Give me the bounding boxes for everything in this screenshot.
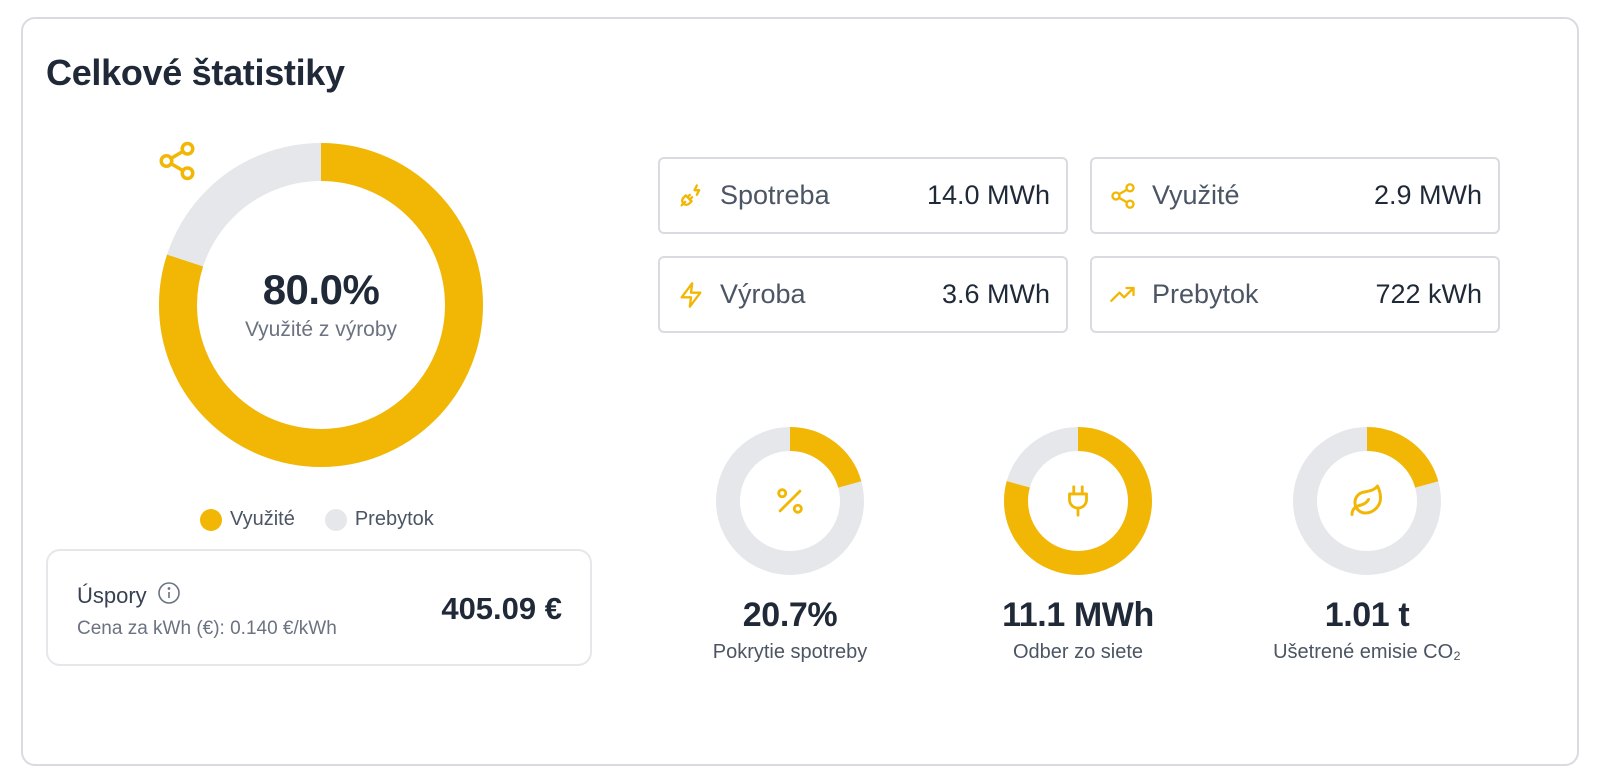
usage-percent: 80.0% (262, 266, 380, 313)
legend-label-surplus: Prebytok (354, 508, 434, 530)
usage-donut-chart: 80.0% Využité z výroby (156, 140, 486, 470)
stat-used: Využité 2.9 MWh (1090, 157, 1500, 234)
stat-label: Využité (1152, 180, 1240, 210)
legend-dot-used (200, 508, 222, 531)
stat-value: 722 kWh (1375, 279, 1482, 309)
plug-bolt-icon (676, 181, 706, 211)
donut-arc-used (159, 143, 483, 467)
plug-icon (1003, 426, 1153, 576)
usage-subtitle: Využité z výroby (244, 318, 398, 341)
mini-donut-value: 11.1 MWh (1002, 596, 1154, 634)
stat-label: Spotreba (720, 180, 830, 210)
legend-item-surplus: Prebytok (324, 508, 434, 531)
stat-consumption: Spotreba 14.0 MWh (658, 157, 1068, 234)
mini-donut-label: Pokrytie spotreby (712, 641, 868, 663)
mini-donut-svg (1293, 427, 1441, 575)
mini-donut-emissions: 1.01 t Ušetrené emisie CO₂ (1237, 426, 1497, 664)
savings-value: 405.09 € (441, 591, 562, 626)
stat-surplus: Prebytok 722 kWh (1090, 256, 1500, 333)
donut-legend: Využité Prebytok (200, 508, 434, 531)
mini-donut-grid: 11.1 MWh Odber zo siete (948, 426, 1208, 664)
stat-label: Výroba (720, 279, 806, 309)
leaf-icon (1292, 426, 1442, 576)
mini-donut-arc (716, 427, 864, 575)
savings-title: Úspory (77, 583, 147, 608)
savings-box: Úspory Cena za kWh (€): 0.140 €/kWh 405.… (46, 549, 592, 666)
mini-donut-coverage: 20.7% Pokrytie spotreby (660, 426, 920, 664)
mini-donut-arc (1004, 427, 1152, 575)
stat-value: 14.0 MWh (926, 180, 1050, 210)
legend-item-used: Využité (200, 508, 295, 531)
stat-value: 2.9 MWh (1373, 180, 1482, 210)
mini-donut-svg (1004, 427, 1152, 575)
info-icon[interactable] (157, 581, 181, 611)
legend-label-used: Využité (230, 508, 295, 530)
mini-donut-arc (1293, 427, 1441, 575)
page-title: Celkové štatistiky (46, 52, 345, 93)
bolt-icon (676, 280, 706, 310)
mini-donut-label: Odber zo siete (1012, 641, 1144, 663)
percent-icon (715, 426, 865, 576)
mini-donut-value: 1.01 t (1324, 596, 1410, 634)
stat-label: Prebytok (1152, 279, 1259, 309)
share-icon (1108, 181, 1138, 211)
mini-donut-value: 20.7% (742, 596, 838, 634)
savings-price-line: Cena za kWh (€): 0.140 €/kWh (77, 618, 337, 639)
stat-value: 3.6 MWh (941, 279, 1050, 309)
stat-production: Výroba 3.6 MWh (658, 256, 1068, 333)
mini-donut-label: Ušetrené emisie CO₂ (1273, 641, 1461, 663)
usage-donut-svg (159, 143, 483, 467)
mini-donut-svg (716, 427, 864, 575)
trending-up-icon (1108, 280, 1138, 310)
legend-dot-surplus (324, 508, 347, 531)
